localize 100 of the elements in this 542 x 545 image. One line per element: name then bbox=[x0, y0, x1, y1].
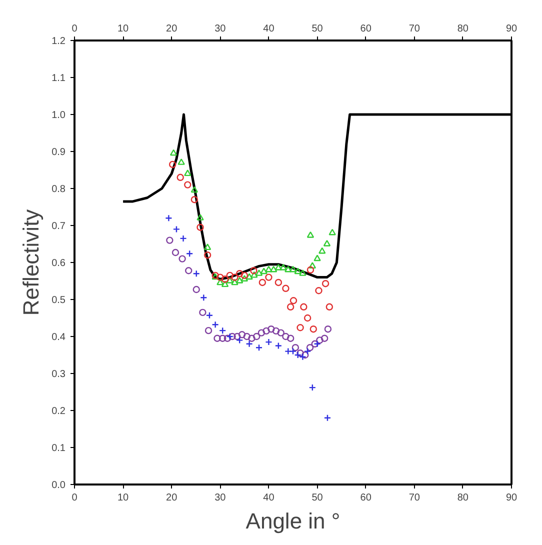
x-tick-label: 30 bbox=[214, 24, 226, 34]
point bbox=[326, 303, 334, 310]
point bbox=[252, 332, 260, 340]
point bbox=[282, 284, 290, 292]
point bbox=[315, 287, 322, 294]
point bbox=[296, 350, 304, 357]
point bbox=[226, 276, 234, 284]
y-tick-label: 0.6 bbox=[52, 258, 66, 269]
point bbox=[255, 344, 263, 352]
point bbox=[218, 326, 226, 334]
point bbox=[199, 308, 206, 316]
point bbox=[286, 334, 294, 342]
point bbox=[186, 250, 194, 258]
point bbox=[176, 174, 184, 181]
y-tick-label: 0.9 bbox=[52, 147, 66, 158]
point bbox=[294, 268, 302, 274]
point bbox=[306, 344, 314, 352]
point bbox=[224, 334, 232, 342]
point bbox=[218, 334, 226, 342]
x2-tick-label: 60 bbox=[360, 492, 372, 504]
point bbox=[206, 312, 214, 320]
point bbox=[274, 278, 282, 286]
x2-tick-label: 70 bbox=[408, 492, 420, 504]
point bbox=[165, 214, 172, 222]
x2-tick-label: 40 bbox=[263, 492, 275, 504]
point bbox=[296, 324, 304, 332]
point bbox=[284, 266, 292, 272]
point bbox=[265, 338, 272, 346]
point bbox=[178, 158, 185, 165]
point bbox=[270, 266, 278, 272]
x-tick-label: 70 bbox=[408, 24, 420, 34]
point bbox=[250, 267, 258, 274]
point bbox=[184, 170, 192, 176]
y-tick-label: 1.2 bbox=[52, 36, 66, 47]
point bbox=[322, 280, 330, 288]
point bbox=[314, 254, 321, 262]
x2-tick-label: 50 bbox=[312, 492, 324, 504]
point bbox=[240, 275, 248, 282]
point bbox=[318, 247, 326, 254]
point bbox=[226, 332, 234, 340]
x-tick-label: 50 bbox=[312, 24, 324, 34]
point bbox=[286, 303, 294, 310]
point bbox=[216, 274, 224, 281]
point bbox=[234, 332, 241, 340]
point bbox=[170, 149, 178, 156]
x2-tick-label: 90 bbox=[506, 492, 518, 504]
point bbox=[308, 384, 316, 392]
point bbox=[290, 297, 298, 304]
y-tick-label: 0.8 bbox=[52, 184, 66, 195]
point bbox=[180, 234, 187, 242]
point bbox=[236, 336, 244, 344]
point bbox=[236, 276, 244, 284]
point bbox=[311, 340, 318, 348]
point bbox=[190, 196, 198, 204]
point bbox=[302, 351, 309, 359]
point bbox=[185, 267, 192, 274]
point bbox=[320, 334, 328, 342]
point bbox=[168, 160, 176, 168]
point bbox=[258, 329, 266, 336]
x-tick-label: 0 bbox=[72, 24, 78, 34]
point bbox=[282, 332, 290, 340]
point bbox=[300, 303, 308, 310]
point bbox=[268, 326, 275, 333]
point bbox=[236, 270, 244, 278]
y-tick-label: 0.3 bbox=[52, 369, 66, 380]
point bbox=[192, 286, 200, 294]
point bbox=[299, 270, 306, 276]
point bbox=[204, 326, 212, 334]
x-axis-title: Angle in ° bbox=[246, 508, 340, 534]
point bbox=[310, 326, 317, 333]
y-tick-label: 0.7 bbox=[52, 221, 66, 232]
point bbox=[228, 332, 236, 340]
point bbox=[196, 224, 204, 231]
point bbox=[308, 262, 316, 269]
point bbox=[221, 276, 229, 283]
x2-tick-label: 30 bbox=[214, 492, 226, 504]
point bbox=[280, 264, 287, 270]
point bbox=[192, 270, 200, 278]
point bbox=[294, 351, 302, 359]
x2-tick-label: 20 bbox=[166, 492, 178, 504]
point bbox=[204, 244, 212, 250]
x-tick-label: 20 bbox=[166, 24, 178, 34]
point bbox=[324, 326, 332, 333]
point bbox=[246, 273, 253, 280]
point bbox=[172, 226, 180, 233]
y-axis-title: Reflectivity bbox=[18, 209, 44, 316]
point bbox=[255, 270, 263, 276]
point bbox=[248, 334, 256, 342]
point bbox=[238, 331, 246, 338]
point bbox=[250, 271, 258, 278]
point bbox=[306, 266, 314, 274]
point bbox=[200, 294, 208, 302]
y-tick-label: 0.4 bbox=[52, 332, 66, 343]
point bbox=[314, 340, 321, 348]
point bbox=[196, 214, 204, 220]
x-tick-label: 90 bbox=[506, 24, 518, 34]
point bbox=[316, 336, 324, 344]
point bbox=[292, 344, 300, 352]
y-tick-label: 1.1 bbox=[52, 73, 66, 84]
point bbox=[258, 278, 266, 286]
